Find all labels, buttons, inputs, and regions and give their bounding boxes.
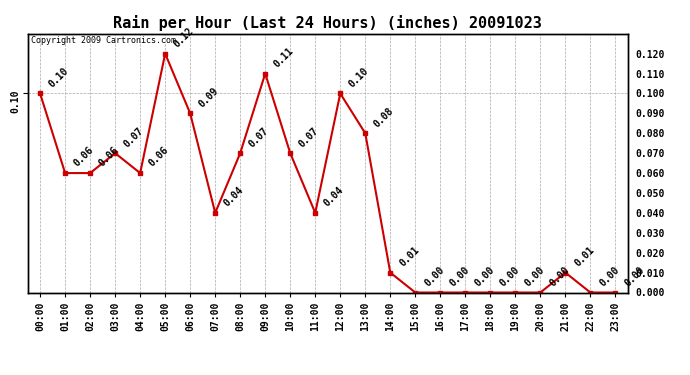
Text: 0.01: 0.01 xyxy=(397,245,421,268)
Text: 0.10: 0.10 xyxy=(47,66,71,89)
Text: 0.08: 0.08 xyxy=(372,105,396,129)
Text: Copyright 2009 Cartronics.com: Copyright 2009 Cartronics.com xyxy=(30,36,175,45)
Text: 0.07: 0.07 xyxy=(122,125,146,149)
Text: 0.06: 0.06 xyxy=(147,145,171,169)
Text: 0.11: 0.11 xyxy=(272,46,296,69)
Text: 0.07: 0.07 xyxy=(297,125,321,149)
Text: 0.04: 0.04 xyxy=(322,185,346,209)
Text: 0.00: 0.00 xyxy=(547,265,571,288)
Text: 0.00: 0.00 xyxy=(598,265,621,288)
Text: 0.06: 0.06 xyxy=(72,145,96,169)
Text: 0.10: 0.10 xyxy=(347,66,371,89)
Text: 0.12: 0.12 xyxy=(172,26,196,50)
Text: 0.09: 0.09 xyxy=(197,86,221,109)
Text: 0.00: 0.00 xyxy=(447,265,471,288)
Text: 0.00: 0.00 xyxy=(622,265,646,288)
Text: 0.00: 0.00 xyxy=(422,265,446,288)
Text: 0.06: 0.06 xyxy=(97,145,121,169)
Text: 0.01: 0.01 xyxy=(572,245,596,268)
Text: 0.00: 0.00 xyxy=(522,265,546,288)
Title: Rain per Hour (Last 24 Hours) (inches) 20091023: Rain per Hour (Last 24 Hours) (inches) 2… xyxy=(113,15,542,31)
Text: 0.07: 0.07 xyxy=(247,125,271,149)
Text: 0.00: 0.00 xyxy=(472,265,496,288)
Text: 0.04: 0.04 xyxy=(222,185,246,209)
Text: 0.00: 0.00 xyxy=(497,265,521,288)
